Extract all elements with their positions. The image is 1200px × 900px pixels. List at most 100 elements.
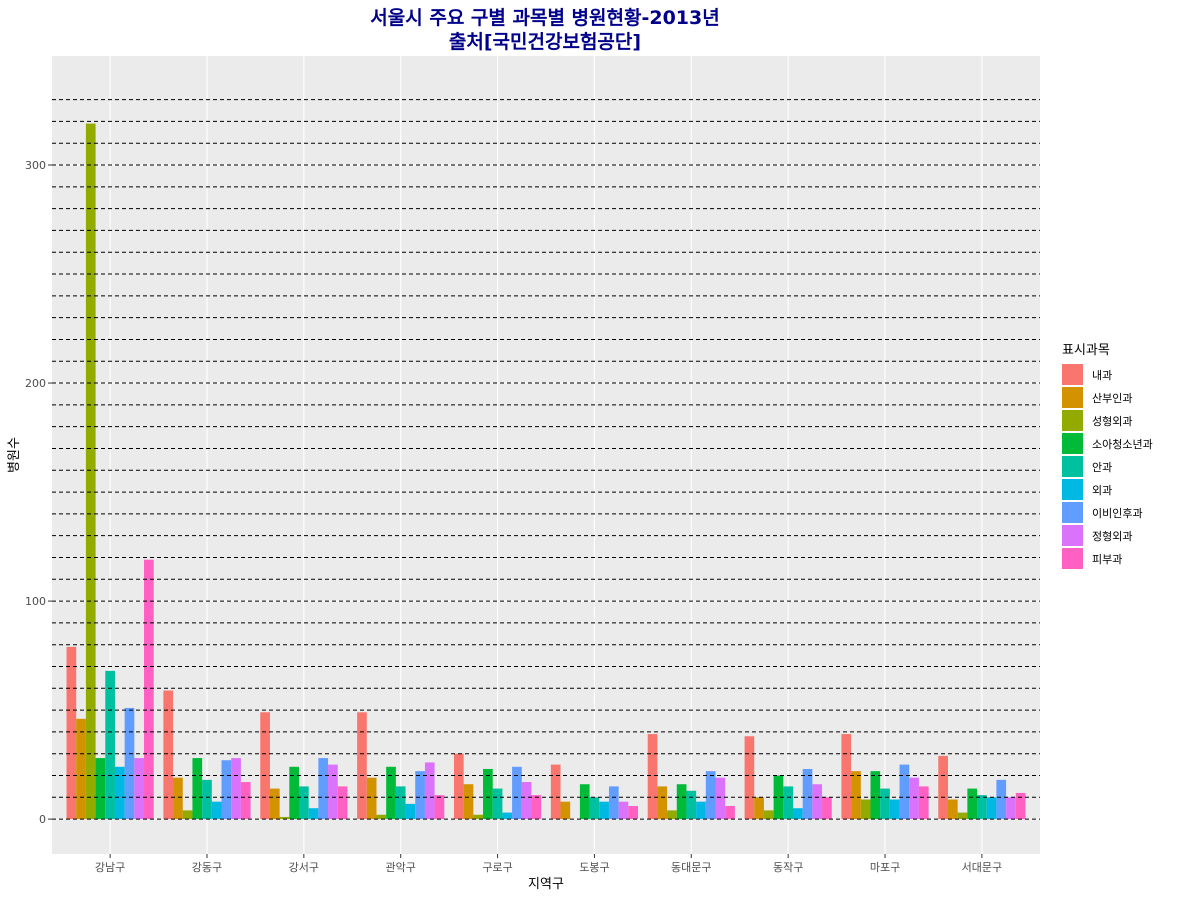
bars	[66, 123, 1026, 820]
legend-swatch	[1062, 456, 1083, 477]
bar	[221, 760, 232, 820]
bar	[657, 786, 668, 820]
x-axis: 강남구 강동구 강서구 관악구 구로구 도봉구 동대문구 동작구 마포구 서대문구	[95, 854, 1002, 874]
bar	[957, 812, 968, 820]
legend-label: 안과	[1092, 461, 1112, 474]
bar	[424, 762, 435, 820]
bar	[744, 736, 755, 820]
x-tick-label: 마포구	[870, 861, 900, 874]
x-tick-label: 강남구	[95, 861, 125, 874]
legend-swatch	[1062, 525, 1083, 546]
bar	[909, 777, 919, 820]
bar	[453, 753, 464, 820]
bar	[860, 799, 871, 820]
bar	[463, 784, 474, 820]
bar	[531, 795, 542, 820]
bar	[647, 734, 658, 820]
bar	[899, 764, 910, 820]
bar	[889, 799, 900, 820]
legend-swatch	[1062, 433, 1083, 454]
bar	[124, 707, 135, 820]
legend-label: 성형외과	[1092, 415, 1132, 428]
bar	[521, 782, 532, 820]
legend-swatch	[1062, 364, 1083, 385]
bar	[114, 766, 125, 820]
bar	[880, 788, 890, 820]
x-tick-label: 관악구	[386, 861, 416, 874]
legend-label: 내과	[1092, 369, 1112, 382]
bar	[328, 764, 338, 820]
x-tick-label: 동작구	[773, 861, 803, 874]
bar	[366, 777, 377, 820]
bar	[434, 795, 445, 820]
bar	[705, 771, 716, 820]
bar	[134, 758, 145, 820]
bar	[608, 786, 619, 820]
bar	[1015, 792, 1026, 820]
bar	[918, 786, 929, 820]
bar	[337, 786, 348, 820]
bar	[357, 712, 367, 820]
legend-swatch	[1062, 479, 1083, 500]
legend-swatch	[1062, 548, 1083, 569]
bar	[483, 768, 493, 820]
y-tick-label: 300	[25, 159, 46, 172]
legend-title: 표시과목	[1062, 343, 1110, 358]
legend-swatch	[1062, 410, 1083, 431]
x-tick-label: 강동구	[192, 861, 222, 874]
bar	[76, 718, 86, 820]
bar	[405, 803, 416, 820]
bar	[618, 801, 629, 820]
bar	[269, 788, 280, 820]
legend-label: 소아청소년과	[1092, 438, 1153, 451]
bar	[192, 758, 203, 820]
bar	[938, 755, 948, 820]
y-axis: 0 100 200 300	[25, 159, 52, 826]
x-axis-title: 지역구	[528, 877, 564, 892]
bar	[560, 801, 571, 820]
bar	[841, 734, 852, 820]
bar	[725, 806, 735, 820]
y-tick-label: 0	[39, 813, 46, 826]
bar	[628, 806, 639, 820]
bar	[492, 788, 503, 820]
bar	[308, 808, 319, 820]
bar	[599, 801, 609, 820]
legend-label: 외과	[1092, 484, 1112, 497]
bar	[173, 777, 183, 820]
bar	[144, 559, 154, 820]
bar	[947, 799, 958, 820]
bar	[870, 771, 881, 820]
bar	[85, 123, 96, 820]
bar	[182, 810, 193, 820]
legend-label: 이비인후과	[1092, 507, 1143, 520]
bar	[812, 784, 823, 820]
bar	[202, 779, 212, 820]
x-tick-label: 서대문구	[962, 861, 1002, 874]
bar	[783, 786, 793, 820]
bar	[415, 771, 425, 820]
plot-panel	[52, 56, 1040, 854]
x-tick-label: 동대문구	[671, 861, 711, 874]
bar	[66, 646, 77, 820]
bar	[977, 795, 987, 820]
bar	[550, 764, 561, 820]
bar	[715, 777, 726, 820]
bar	[260, 712, 270, 820]
bar	[686, 790, 697, 820]
bar	[802, 768, 813, 820]
bar	[851, 771, 861, 820]
bar	[240, 782, 251, 820]
bar	[386, 766, 396, 820]
bar	[763, 810, 774, 820]
x-tick-label: 강서구	[289, 861, 319, 874]
chart-title: 서울시 주요 구별 과목별 병원현황-2013년	[370, 6, 719, 29]
x-tick-label: 도봉구	[579, 861, 609, 874]
y-tick-label: 100	[25, 595, 46, 608]
bar	[231, 758, 241, 820]
bar	[986, 797, 997, 820]
legend-label: 산부인과	[1092, 392, 1132, 405]
legend-label: 정형외과	[1092, 530, 1132, 543]
